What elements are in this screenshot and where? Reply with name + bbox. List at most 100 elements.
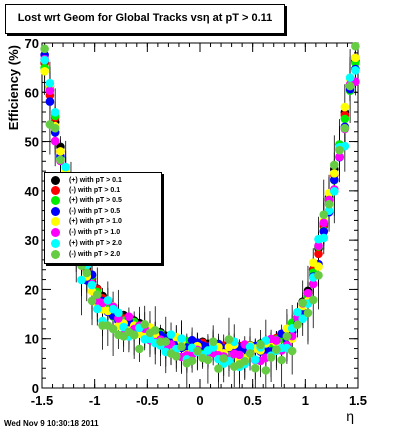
data-point-7	[256, 340, 265, 350]
data-point-7	[172, 352, 181, 361]
data-point-7	[108, 324, 118, 334]
data-point-7	[277, 355, 286, 365]
data-point-7	[272, 345, 281, 354]
data-point-5	[50, 136, 60, 146]
data-point-7	[330, 160, 339, 170]
data-point-7	[129, 330, 139, 340]
data-point-7	[282, 332, 292, 341]
data-point-5	[272, 336, 281, 345]
data-point-7	[345, 81, 355, 91]
data-point-4	[351, 53, 360, 63]
legend-marker	[51, 217, 60, 226]
data-point-5	[319, 218, 329, 228]
data-point-4	[40, 66, 49, 76]
data-point-4	[314, 262, 323, 271]
data-point-7	[87, 296, 97, 306]
legend-label: (-) with pT > 1.0	[69, 229, 121, 236]
legend-entry: (-) with pT > 2.0	[45, 250, 161, 260]
data-point-6	[293, 307, 302, 317]
legend-entry: (+) with pT > 0.1	[45, 176, 161, 186]
data-point-1	[314, 249, 323, 259]
data-point-7	[324, 199, 334, 209]
y-tick-label: 40	[25, 184, 39, 199]
data-point-7	[161, 337, 171, 346]
data-point-7	[240, 356, 250, 366]
data-point-7	[40, 44, 49, 54]
data-point-7	[245, 349, 255, 358]
data-point-3	[45, 97, 55, 106]
x-tick-label: -1.5	[31, 393, 53, 408]
data-point-7	[314, 271, 323, 280]
data-point-7	[177, 342, 186, 351]
data-point-7	[251, 363, 260, 373]
data-point-6	[93, 304, 102, 314]
data-point-6	[77, 275, 86, 285]
data-point-4	[340, 102, 350, 112]
data-point-7	[335, 145, 344, 155]
data-point-6	[319, 233, 329, 243]
data-point-2	[340, 114, 350, 124]
data-point-7	[135, 344, 144, 354]
data-point-5	[308, 279, 318, 289]
data-point-7	[203, 355, 213, 365]
x-tick-label: 0.5	[244, 393, 262, 408]
data-point-6	[61, 162, 70, 172]
data-point-6	[103, 296, 113, 305]
data-point-7	[351, 41, 360, 51]
legend-marker	[51, 186, 60, 195]
data-point-7	[319, 210, 329, 219]
data-point-6	[351, 65, 360, 75]
legend-entry: (+) with pT > 2.0	[45, 239, 161, 249]
data-point-5	[335, 152, 344, 162]
data-point-7	[187, 356, 197, 366]
legend: (+) with pT > 0.1 (-) with pT > 0.1 (+) …	[44, 172, 162, 264]
data-point-7	[266, 353, 276, 362]
legend-label: (+) with pT > 0.5	[69, 197, 122, 204]
data-point-6	[45, 78, 55, 88]
data-point-5	[45, 86, 55, 95]
data-point-6	[40, 55, 49, 65]
y-tick-label: 10	[25, 332, 39, 347]
legend-label: (-) with pT > 0.1	[69, 187, 121, 194]
x-tick-label: -0.5	[136, 393, 158, 408]
data-point-5	[314, 241, 323, 250]
x-axis-label: η	[346, 408, 354, 424]
data-point-6	[330, 186, 339, 196]
y-tick-label: 60	[25, 85, 39, 100]
y-axis-label: Efficiency (%)	[6, 45, 21, 130]
data-point-7	[287, 346, 297, 356]
timestamp: Wed Nov 9 10:30:18 2011	[4, 419, 99, 428]
legend-entry: (-) with pT > 1.0	[45, 228, 161, 238]
data-point-3	[330, 175, 339, 185]
y-tick-label: 30	[25, 233, 39, 248]
data-point-7	[93, 290, 102, 299]
x-tick-label: 1	[302, 393, 309, 408]
y-tick-label: 0	[32, 381, 39, 396]
legend-marker	[51, 228, 60, 237]
data-point-5	[124, 312, 134, 321]
legend-marker	[51, 250, 60, 259]
data-point-7	[261, 366, 271, 375]
data-point-4	[56, 147, 65, 156]
legend-marker	[51, 239, 60, 248]
data-point-7	[219, 354, 228, 363]
y-tick-label: 50	[25, 135, 39, 150]
data-point-6	[50, 107, 60, 117]
legend-entry: (+) with pT > 1.0	[45, 217, 161, 227]
x-tick-label: 1.5	[349, 393, 367, 408]
data-point-7	[82, 268, 92, 278]
y-tick-label: 20	[25, 282, 39, 297]
data-point-6	[177, 334, 186, 343]
x-tick-label: -1	[89, 393, 101, 408]
data-point-6	[345, 73, 355, 82]
data-point-7	[340, 123, 350, 133]
title-box: Lost wrt Geom for Global Tracks vsη at p…	[5, 4, 285, 34]
data-point-6	[251, 355, 260, 364]
data-point-7	[298, 298, 308, 308]
legend-label: (-) with pT > 0.5	[69, 208, 121, 215]
data-point-7	[140, 320, 149, 329]
legend-entry: (+) with pT > 0.5	[45, 196, 161, 206]
legend-marker	[51, 196, 60, 205]
data-point-6	[114, 308, 123, 318]
